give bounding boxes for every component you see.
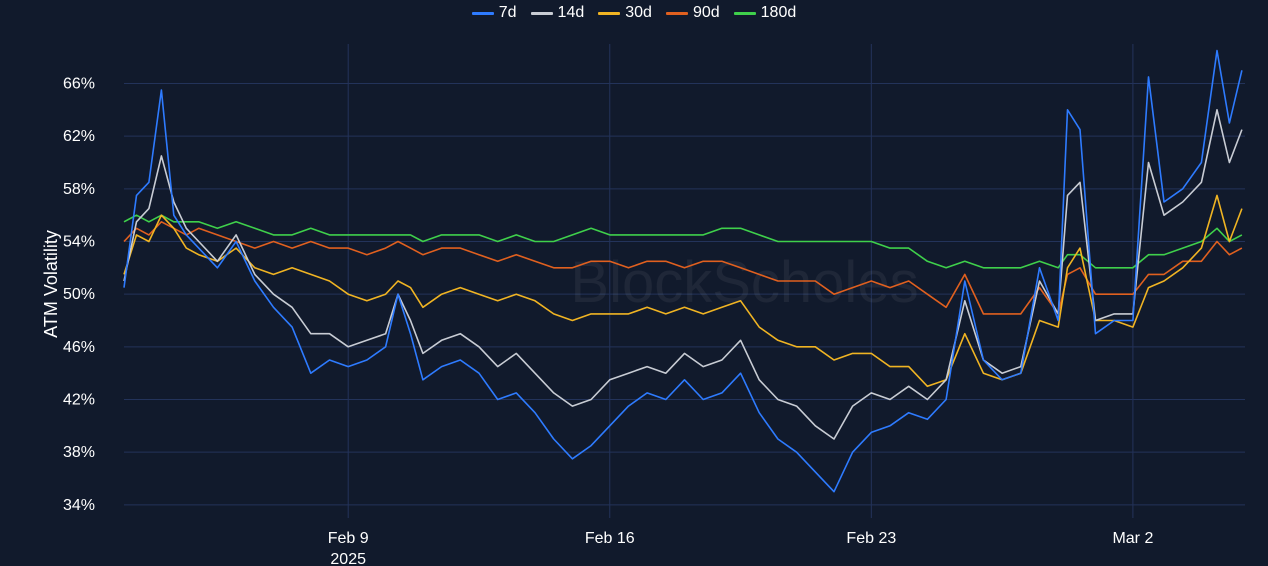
y-tick-label: 62%: [63, 128, 95, 145]
legend-label: 180d: [760, 4, 797, 21]
legend-swatch: [733, 11, 756, 15]
x-axis: Feb 9 2025 Feb 16 Feb 23 Mar 2: [328, 530, 1154, 566]
legend-item-90d[interactable]: 90d: [665, 4, 720, 22]
legend: 7d 14d 30d 90d 180d: [0, 4, 1268, 22]
y-axis: 34% 38% 42% 46% 50% 54% 58% 62% 66%: [63, 76, 95, 514]
x-tick-label: Feb 16: [585, 530, 635, 547]
series-line-30d: [123, 194, 1243, 388]
grid: [124, 44, 1245, 518]
series-line-90d: [123, 221, 1243, 315]
y-tick-label: 50%: [63, 286, 95, 303]
y-tick-label: 66%: [63, 76, 95, 93]
series-line-14d: [123, 109, 1243, 440]
x-tick-label: Feb 9: [328, 530, 369, 547]
legend-swatch: [471, 11, 494, 15]
y-tick-label: 54%: [63, 234, 95, 251]
legend-item-14d[interactable]: 14d: [530, 4, 585, 22]
legend-item-7d[interactable]: 7d: [471, 4, 517, 22]
x-tick-sublabel: 2025: [330, 551, 366, 566]
legend-label: 90d: [692, 4, 720, 21]
series-line-180d: [123, 214, 1243, 269]
y-tick-label: 46%: [63, 339, 95, 356]
legend-label: 7d: [498, 4, 517, 21]
y-tick-label: 38%: [63, 444, 95, 461]
y-tick-label: 34%: [63, 497, 95, 514]
legend-item-180d[interactable]: 180d: [733, 4, 797, 22]
legend-item-30d[interactable]: 30d: [598, 4, 652, 22]
x-tick-label: Feb 23: [846, 530, 896, 547]
legend-swatch: [665, 11, 688, 15]
y-tick-label: 58%: [63, 181, 95, 198]
watermark: BlockScholes: [570, 250, 918, 315]
legend-label: 30d: [625, 4, 652, 21]
y-axis-title: ATM Volatility: [41, 230, 61, 338]
series-line-7d: [123, 49, 1243, 493]
series-layer: [123, 49, 1243, 493]
legend-label: 14d: [557, 4, 585, 21]
legend-swatch: [530, 11, 553, 15]
x-tick-label: Mar 2: [1112, 530, 1153, 547]
y-tick-label: 42%: [63, 392, 95, 409]
legend-swatch: [598, 11, 621, 15]
